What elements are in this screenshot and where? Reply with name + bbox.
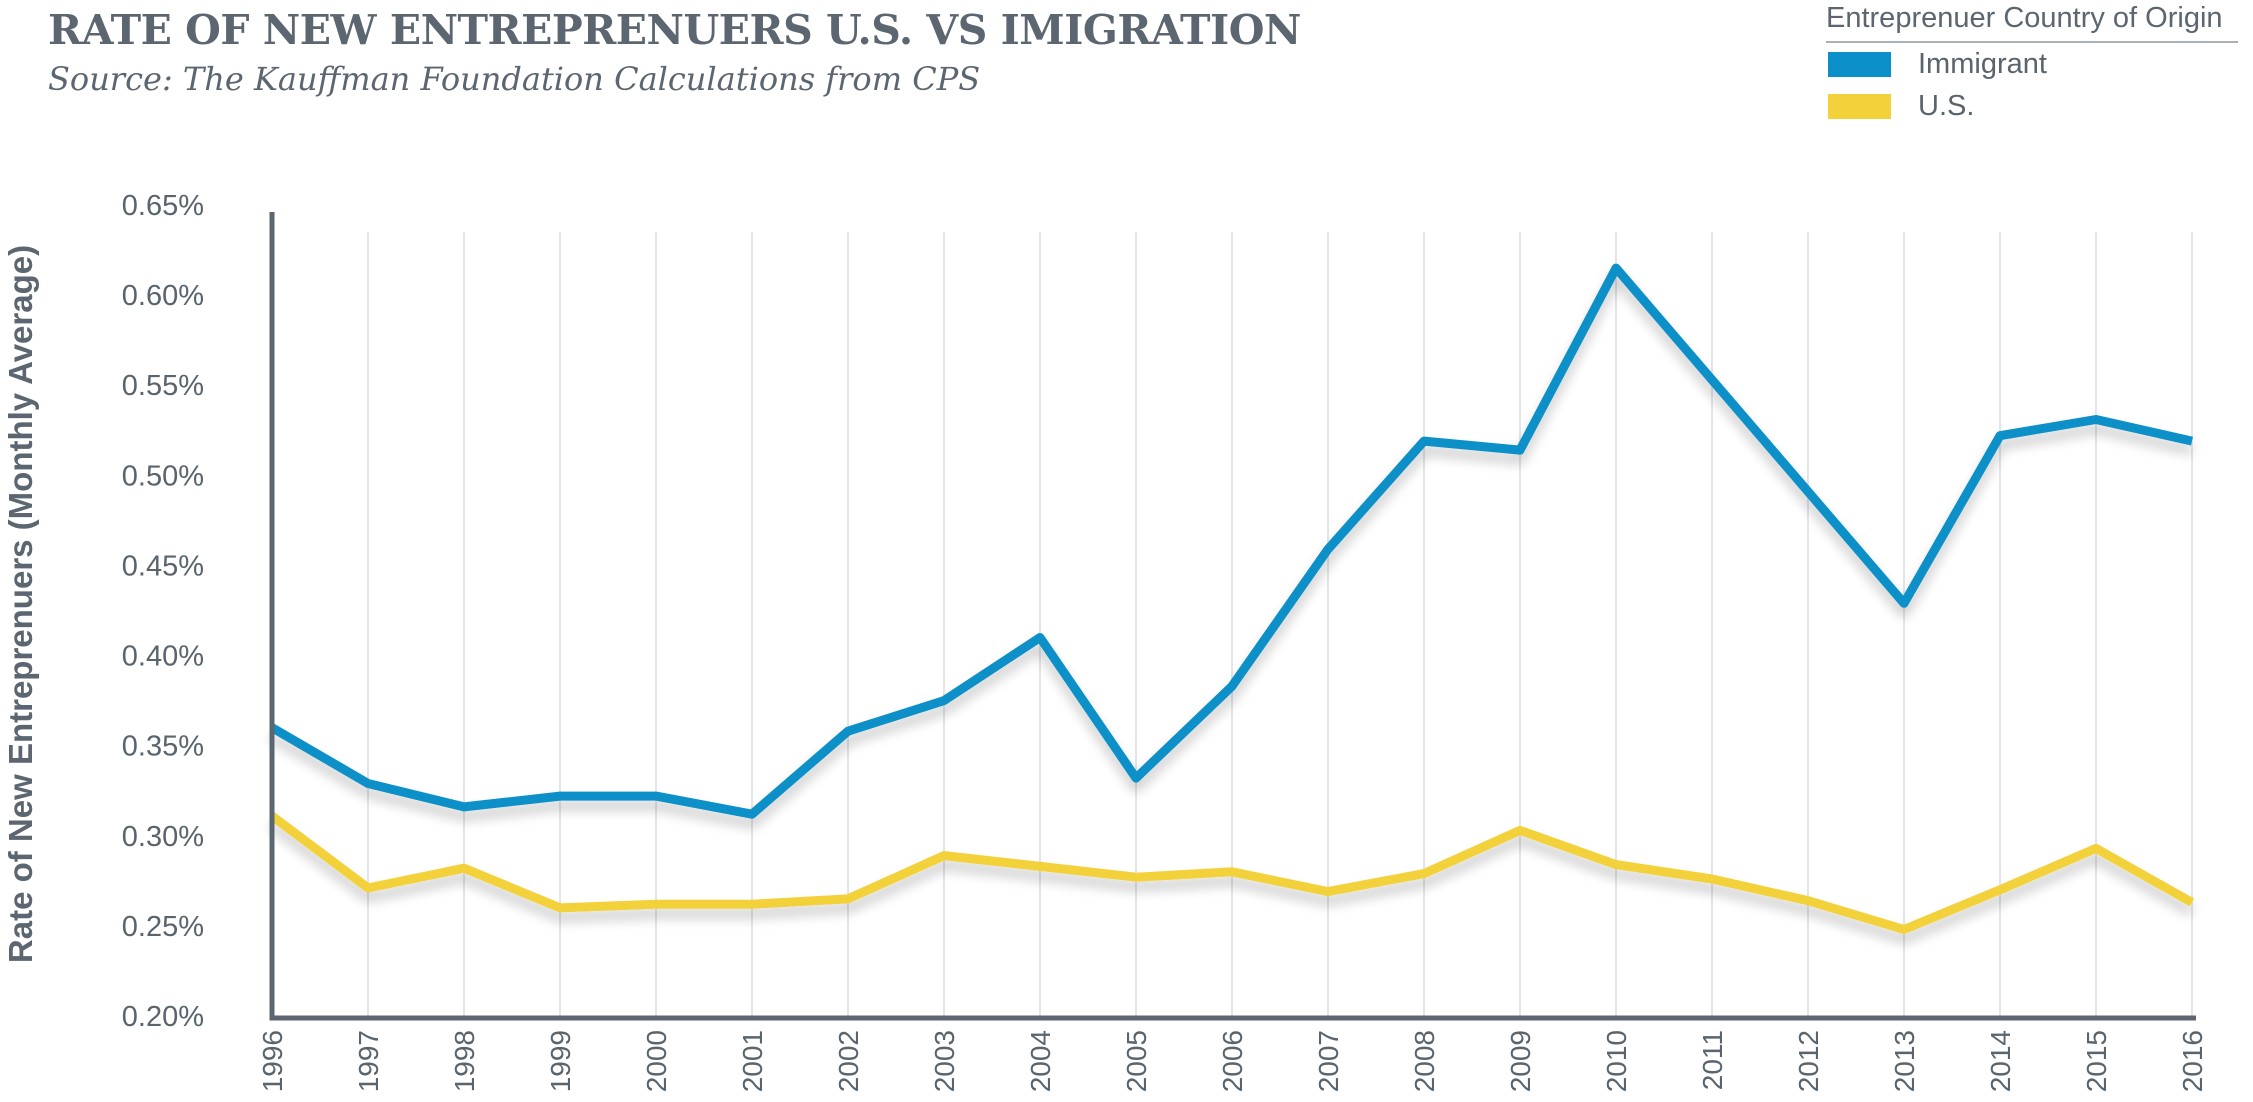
x-tick-label: 2011 — [1697, 1030, 1728, 1090]
y-tick-label: 0.45% — [122, 550, 204, 582]
y-tick-label: 0.55% — [122, 370, 204, 402]
y-tick-label: 0.60% — [122, 280, 204, 312]
chart-subtitle: Source: The Kauffman Foundation Calculat… — [48, 60, 981, 98]
x-tick-label: 1999 — [545, 1030, 576, 1092]
series-line-us — [269, 812, 2195, 934]
y-tick-label: 0.35% — [122, 731, 204, 763]
series-line-immigrant — [269, 263, 2193, 819]
x-tick-label: 2006 — [1217, 1030, 1248, 1092]
x-tick-label: 1998 — [449, 1030, 480, 1092]
legend-item-us: U.S. — [1826, 85, 2238, 127]
legend-title: Entreprenuer Country of Origin — [1826, 0, 2238, 43]
x-tick-label: 2012 — [1793, 1030, 1824, 1092]
x-tick-label: 2000 — [641, 1030, 672, 1092]
x-tick-label: 2013 — [1889, 1030, 1920, 1092]
x-tick-label: 2004 — [1025, 1030, 1056, 1092]
legend-item-immigrant: Immigrant — [1826, 43, 2238, 85]
gridlines — [367, 232, 2193, 1016]
x-tick-label: 2005 — [1121, 1030, 1152, 1092]
x-tick-label: 2002 — [833, 1030, 864, 1092]
x-tick-label: 2014 — [1985, 1030, 2016, 1092]
y-tick-labels: 0.20% 0.25% 0.30% 0.35% 0.40% 0.45% 0.50% 0.55%… — [122, 190, 204, 1033]
x-tick-label: 2003 — [929, 1030, 960, 1092]
x-tick-labels: 1996 1997 1998 1999 2000 2001 2002 2003 2004 2005… — [257, 1030, 2208, 1092]
legend-label-us: U.S. — [1918, 89, 1975, 122]
series-lines — [269, 263, 2195, 934]
x-tick-label: 2010 — [1601, 1030, 1632, 1092]
y-tick-label: 0.20% — [122, 1001, 204, 1033]
legend-swatch-immigrant — [1828, 51, 1891, 77]
y-tick-label: 0.50% — [122, 460, 204, 492]
y-tick-label: 0.65% — [122, 190, 204, 222]
y-axis-label: Rate of New Entreprenuers (Monthly Avera… — [2, 245, 39, 963]
x-tick-label: 1996 — [257, 1030, 288, 1092]
x-tick-label: 2015 — [2081, 1030, 2112, 1092]
chart-title: RATE OF NEW ENTREPRENUERS U.S. VS IMIGRA… — [48, 6, 1301, 54]
y-tick-label: 0.30% — [122, 821, 204, 853]
x-tick-label: 2001 — [737, 1030, 768, 1092]
x-tick-label: 2008 — [1409, 1030, 1440, 1092]
axes — [269, 212, 2196, 1021]
x-tick-label: 1997 — [353, 1030, 384, 1092]
legend-label-immigrant: Immigrant — [1918, 47, 2047, 80]
legend: Entreprenuer Country of Origin Immigrant… — [1826, 0, 2238, 127]
x-tick-label: 2007 — [1313, 1030, 1344, 1092]
y-tick-label: 0.40% — [122, 641, 204, 673]
y-tick-label: 0.25% — [122, 911, 204, 943]
x-tick-label: 2009 — [1505, 1030, 1536, 1092]
x-tick-label: 2016 — [2177, 1030, 2208, 1092]
legend-swatch-us — [1828, 93, 1891, 119]
